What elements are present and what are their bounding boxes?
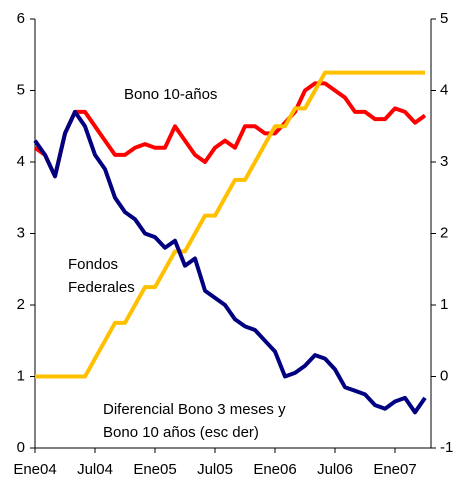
y-tick-label: 3 — [17, 224, 25, 241]
series-line — [35, 70, 425, 379]
series-label: Diferencial Bono 3 meses y Bono 10 años (… — [103, 401, 286, 441]
y-tick-label: 0 — [17, 439, 25, 456]
series-line — [33, 109, 427, 415]
series-line — [33, 81, 427, 179]
y2-tick-label: 2 — [440, 224, 448, 241]
y2-tick-label: 3 — [440, 153, 448, 170]
series-label: Bono 10-años — [124, 86, 217, 103]
x-tick-label: Ene05 — [133, 461, 176, 478]
x-tick-label: Jul04 — [77, 461, 113, 478]
y2-tick-label: 1 — [440, 296, 448, 313]
y2-tick-label: 4 — [440, 81, 448, 98]
x-tick-label: Jul05 — [197, 461, 233, 478]
y-tick-label: 2 — [17, 296, 25, 313]
x-tick-label: Jul06 — [317, 461, 353, 478]
y-tick-label: 1 — [17, 367, 25, 384]
x-tick-label: Ene06 — [253, 461, 296, 478]
x-tick-label: Ene07 — [373, 461, 416, 478]
y2-tick-label: -1 — [440, 439, 453, 456]
y2-tick-label: 0 — [440, 367, 448, 384]
series-label: Fondos Federales — [68, 256, 135, 296]
y-tick-label: 5 — [17, 81, 25, 98]
y2-tick-label: 5 — [440, 10, 448, 27]
y-tick-label: 4 — [17, 153, 25, 170]
x-tick-label: Ene04 — [13, 461, 56, 478]
y-tick-label: 6 — [17, 10, 25, 27]
